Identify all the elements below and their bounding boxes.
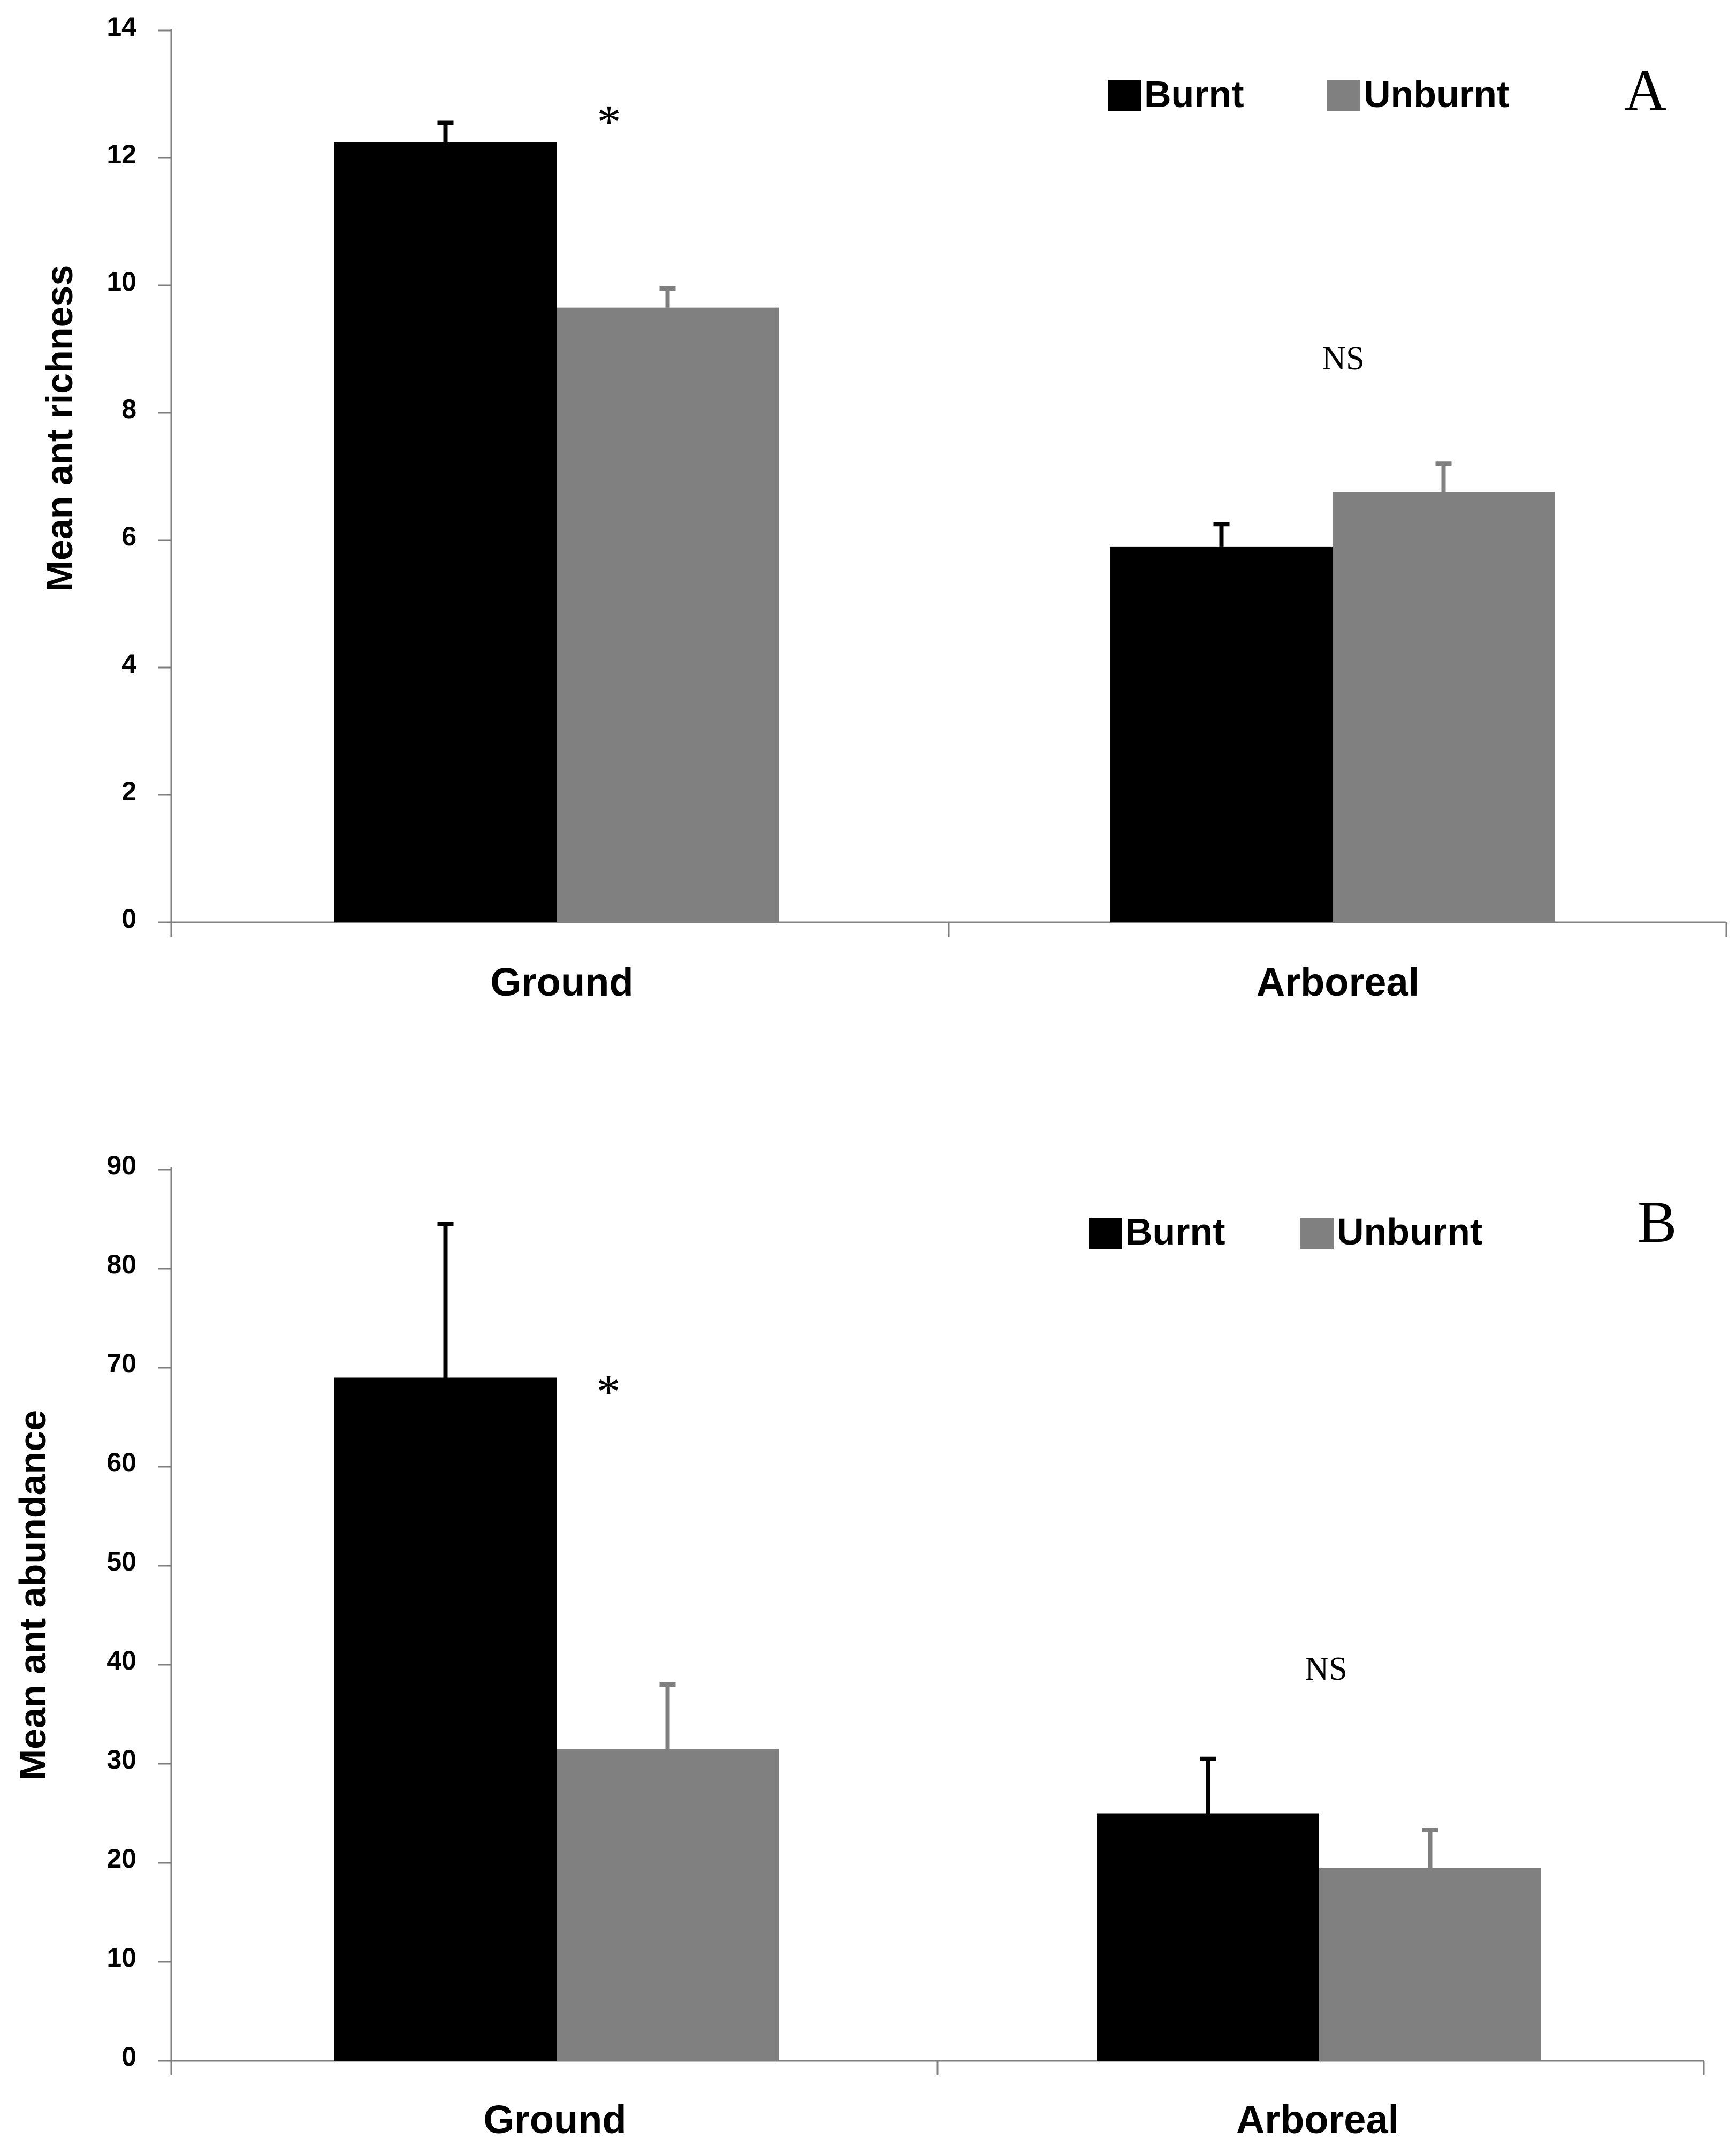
y-tick-label: 12 bbox=[106, 139, 136, 169]
legend: Burnt Unburnt bbox=[1108, 73, 1509, 115]
x-category-label: Arboreal bbox=[1257, 960, 1419, 1004]
y-tick-marks bbox=[158, 1169, 171, 2062]
significance-annotation: * bbox=[597, 96, 621, 149]
y-tick-label: 4 bbox=[121, 649, 136, 679]
y-tick-label: 30 bbox=[106, 1744, 136, 1774]
y-tick-label: 6 bbox=[121, 521, 136, 551]
x-category-label: Ground bbox=[490, 960, 633, 1004]
error-bar-unburnt-ground bbox=[659, 1682, 676, 1749]
y-tick-label: 0 bbox=[121, 2042, 136, 2072]
panel-label: A bbox=[1624, 57, 1666, 123]
y-tick-label: 10 bbox=[106, 1943, 136, 1973]
legend-label-burnt: Burnt bbox=[1144, 73, 1244, 115]
error-bar-burnt-arboreal bbox=[1213, 522, 1230, 547]
bar-unburnt-arboreal bbox=[1319, 1868, 1541, 2061]
y-tick-label: 10 bbox=[106, 267, 136, 297]
bars bbox=[334, 120, 1555, 922]
y-tick-label: 8 bbox=[121, 394, 136, 424]
x-tick-marks bbox=[170, 2061, 1705, 2075]
y-tick-label: 40 bbox=[106, 1645, 136, 1675]
legend-swatch-unburnt bbox=[1300, 1218, 1334, 1249]
y-tick-label: 60 bbox=[106, 1447, 136, 1477]
bar-unburnt-arboreal bbox=[1333, 492, 1555, 922]
legend-swatch-unburnt bbox=[1327, 80, 1360, 111]
y-tick-label: 2 bbox=[121, 776, 136, 806]
y-ticks: 0 10 20 30 40 50 60 70 80 90 bbox=[106, 1150, 136, 2072]
legend-label-burnt: Burnt bbox=[1125, 1211, 1225, 1253]
error-bar-unburnt-arboreal bbox=[1435, 461, 1452, 492]
bar-burnt-arboreal bbox=[1110, 546, 1333, 922]
y-tick-label: 90 bbox=[106, 1150, 136, 1180]
bar-burnt-ground bbox=[334, 1377, 557, 2061]
error-bar-burnt-arboreal bbox=[1200, 1756, 1216, 1814]
y-tick-label: 70 bbox=[106, 1348, 136, 1378]
x-category-label: Ground bbox=[483, 2097, 626, 2139]
error-bar-burnt-ground bbox=[437, 120, 454, 142]
error-bar-unburnt-ground bbox=[659, 286, 676, 308]
panel-label: B bbox=[1638, 1189, 1677, 1255]
bars bbox=[334, 1222, 1541, 2061]
y-tick-marks bbox=[158, 29, 171, 923]
bar-unburnt-ground bbox=[557, 307, 779, 922]
y-tick-label: 50 bbox=[106, 1546, 136, 1576]
y-axis-label: Mean ant abundance bbox=[12, 1410, 54, 1780]
legend-swatch-burnt bbox=[1089, 1218, 1122, 1249]
significance-annotation: * bbox=[597, 1366, 621, 1419]
x-category-label: Arboreal bbox=[1236, 2097, 1399, 2139]
bar-burnt-arboreal bbox=[1097, 1813, 1319, 2061]
bar-unburnt-ground bbox=[557, 1749, 779, 2061]
bar-burnt-ground bbox=[334, 142, 557, 922]
x-tick-marks bbox=[170, 922, 1727, 937]
error-bar-unburnt-arboreal bbox=[1422, 1827, 1438, 1868]
y-ticks: 0 2 4 6 8 10 12 14 bbox=[106, 12, 136, 934]
significance-annotation: NS bbox=[1322, 340, 1364, 377]
legend-swatch-burnt bbox=[1108, 80, 1141, 111]
y-tick-label: 14 bbox=[106, 12, 136, 42]
error-bar-burnt-ground bbox=[437, 1222, 454, 1378]
significance-annotation: NS bbox=[1305, 1651, 1347, 1687]
legend-label-unburnt: Unburnt bbox=[1337, 1211, 1482, 1253]
legend-label-unburnt: Unburnt bbox=[1364, 73, 1509, 115]
y-tick-label: 20 bbox=[106, 1844, 136, 1873]
y-tick-label: 0 bbox=[121, 904, 136, 934]
chart-panel-a: Mean ant richness 0 2 4 6 8 10 12 14 Gro… bbox=[39, 12, 1727, 1004]
legend: Burnt Unburnt bbox=[1089, 1211, 1482, 1253]
y-axis-label: Mean ant richness bbox=[39, 265, 80, 592]
chart-panel-b: Mean ant abundance 0 10 20 30 40 50 60 7… bbox=[12, 1150, 1705, 2139]
y-tick-label: 80 bbox=[106, 1249, 136, 1279]
